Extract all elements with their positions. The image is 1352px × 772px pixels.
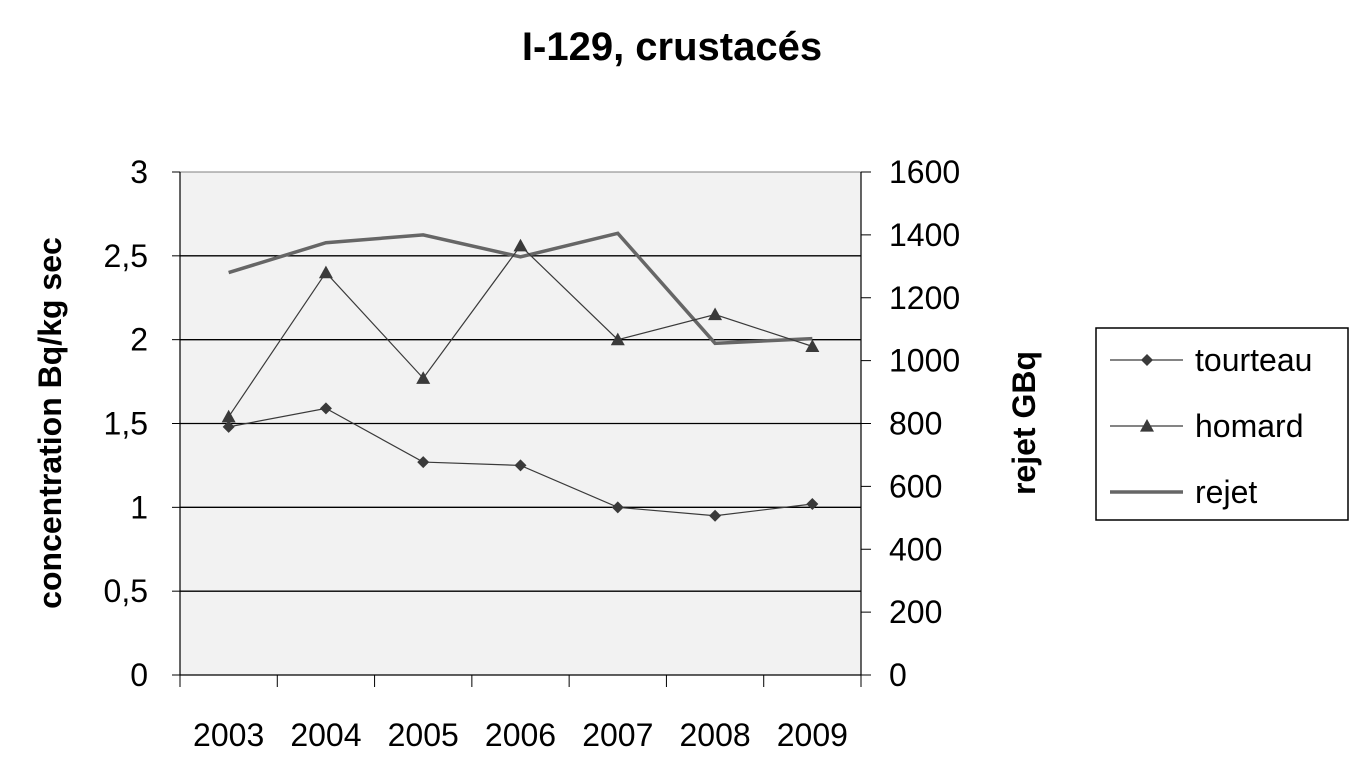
y-axis-right-label: rejet GBq (1006, 351, 1042, 495)
series (221, 231, 820, 522)
data-point-tourteau (709, 509, 722, 522)
x-tick-label: 2005 (388, 717, 459, 753)
axes (172, 171, 871, 687)
y-left-tick-label: 0,5 (104, 573, 148, 609)
y-right-tick-label: 400 (889, 531, 942, 567)
x-tick-label: 2009 (777, 717, 848, 753)
y-right-tick-label: 600 (889, 468, 942, 504)
series-rejet (228, 231, 813, 346)
y-right-tick-label: 200 (889, 594, 942, 630)
legend-label-homard: homard (1195, 408, 1304, 444)
y-axis-left-label: concentration Bq/kg sec (32, 237, 68, 609)
data-point-homard (610, 332, 625, 346)
legend-item-rejet: rejet (1110, 474, 1257, 510)
legend-marker-tourteau (1141, 354, 1153, 366)
x-tick-label: 2004 (290, 717, 361, 753)
data-point-homard (318, 265, 333, 279)
data-point-tourteau (222, 420, 235, 433)
x-tick-label: 2003 (193, 717, 264, 753)
data-point-homard (221, 409, 236, 423)
legend-marker-homard (1140, 419, 1154, 432)
data-point-tourteau (319, 402, 332, 415)
data-point-homard (513, 238, 528, 252)
series-line-rejet (228, 231, 813, 346)
data-point-tourteau (611, 501, 624, 514)
series-homard (221, 238, 820, 423)
y-left-tick-label: 3 (130, 154, 148, 190)
data-point-tourteau (417, 456, 430, 469)
data-point-homard (805, 339, 820, 352)
y-right-tick-label: 800 (889, 406, 942, 442)
data-point-homard (708, 307, 723, 321)
x-tick-label: 2006 (485, 717, 556, 753)
y-right-tick-label: 1400 (889, 217, 960, 253)
y-right-tick-label: 0 (889, 657, 907, 693)
chart-title: I-129, crustacés (522, 25, 822, 69)
legend-label-tourteau: tourteau (1195, 342, 1312, 378)
y-left-tick-label: 1,5 (104, 406, 148, 442)
y-right-tick-label: 1600 (889, 154, 960, 190)
y-left-tick-label: 0 (130, 657, 148, 693)
legend-label-rejet: rejet (1195, 474, 1257, 510)
data-point-tourteau (806, 497, 819, 510)
y-left-tick-label: 2 (130, 322, 148, 358)
y-right-tick-label: 1000 (889, 343, 960, 379)
legend-item-tourteau: tourteau (1110, 342, 1312, 378)
legend: tourteau homard rejet (1095, 327, 1349, 521)
x-tick-label: 2007 (582, 717, 653, 753)
series-tourteau (222, 402, 819, 522)
x-tick-label: 2008 (679, 717, 750, 753)
data-point-tourteau (514, 459, 527, 472)
data-point-homard (416, 371, 431, 384)
legend-item-homard: homard (1110, 408, 1304, 444)
y-left-tick-label: 1 (130, 489, 148, 525)
y-right-tick-label: 1200 (889, 280, 960, 316)
tick-labels: 0 0,5 1 1,5 2 2,5 3 0 200 400 600 800 1000 1200 1400 16… (104, 154, 961, 753)
y-left-tick-label: 2,5 (104, 238, 148, 274)
